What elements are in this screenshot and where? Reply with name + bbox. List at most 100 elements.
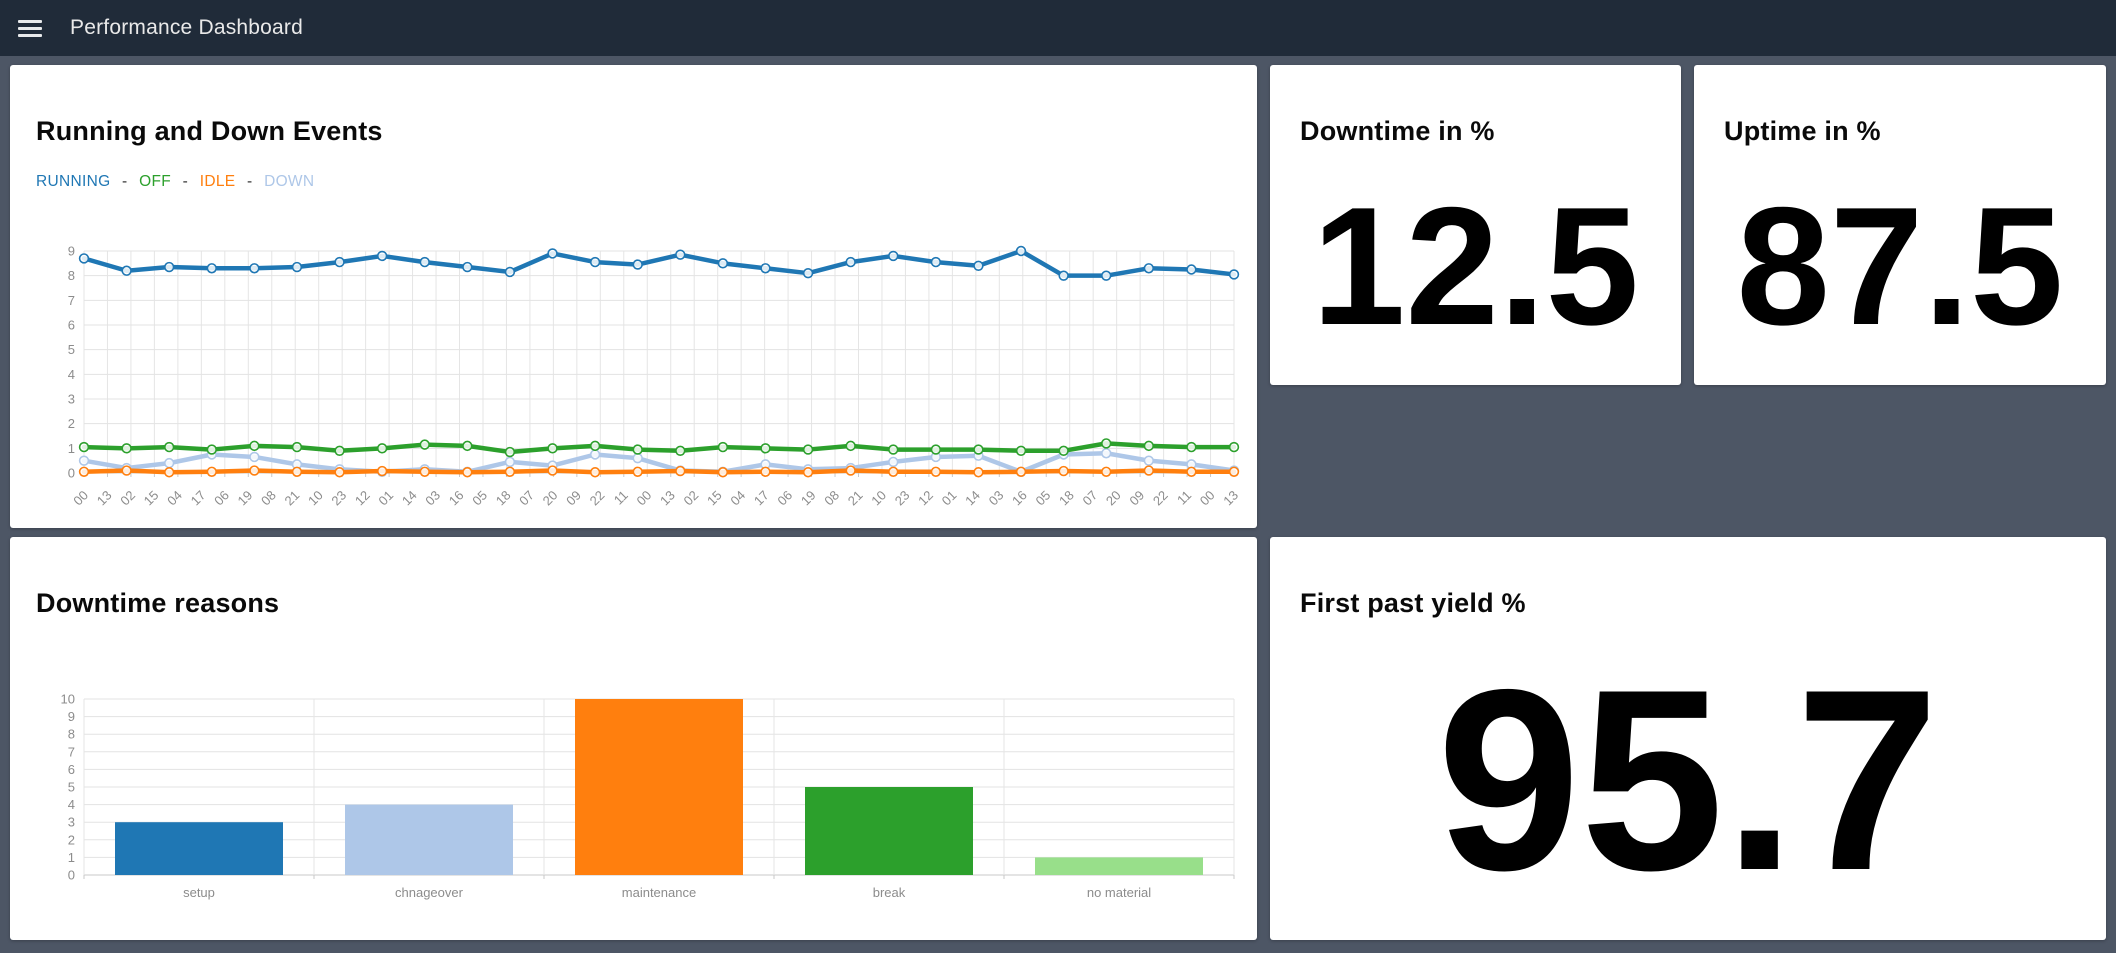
x-tick-label: 00 — [634, 488, 655, 509]
legend-item-down[interactable]: DOWN — [264, 173, 315, 191]
x-tick-label: 05 — [469, 488, 490, 509]
x-tick-label: 01 — [939, 488, 960, 509]
bar-break — [805, 787, 973, 876]
legend-item-off[interactable]: OFF — [139, 173, 172, 191]
x-tick-label: 02 — [117, 488, 138, 509]
uptime-percent-value: 87.5 — [1736, 172, 2064, 361]
downtime-percent-title: Downtime in % — [1300, 116, 1495, 146]
x-tick-label: 05 — [1033, 488, 1054, 509]
running-down-events-title: Running and Down Events — [36, 116, 383, 146]
x-tick-label: 20 — [1103, 488, 1124, 509]
x-tick-label: 02 — [680, 488, 701, 509]
x-tick-label: 03 — [422, 488, 443, 509]
x-tick-label: 21 — [845, 488, 866, 509]
y-tick-label: 4 — [68, 367, 75, 382]
series-running — [78, 246, 1240, 282]
x-tick-label: 14 — [962, 488, 983, 509]
x-tick-label: 08 — [258, 488, 279, 509]
downtime-reasons-title: Downtime reasons — [36, 588, 280, 618]
hamburger-menu-icon[interactable] — [18, 19, 42, 37]
first-past-yield-title: First past yield % — [1300, 588, 1526, 618]
app-title: Performance Dashboard — [70, 16, 303, 39]
x-tick-label: 06 — [774, 488, 795, 509]
x-tick-label: 19 — [235, 488, 256, 509]
y-tick-label: 8 — [68, 727, 75, 742]
category-label: chnageover — [395, 885, 464, 900]
x-tick-label: 14 — [399, 488, 420, 509]
y-tick-label: 0 — [68, 868, 75, 883]
y-tick-label: 2 — [68, 417, 75, 432]
x-tick-label: 09 — [563, 488, 584, 509]
downtime-percent-card: Downtime in % 12.5 — [1270, 65, 1681, 385]
legend-separator: - — [182, 173, 189, 191]
y-tick-label: 0 — [68, 466, 75, 481]
y-tick-label: 2 — [68, 833, 75, 848]
series-off — [78, 438, 1240, 458]
x-tick-label: 11 — [611, 488, 631, 508]
x-tick-label: 03 — [986, 488, 1007, 509]
x-tick-label: 13 — [657, 488, 678, 509]
y-tick-label: 9 — [68, 244, 75, 259]
x-tick-label: 16 — [446, 488, 467, 509]
x-tick-label: 15 — [141, 488, 162, 509]
top-navbar: Performance Dashboard — [0, 0, 2116, 56]
y-tick-label: 10 — [61, 692, 75, 707]
downtime-percent-value-wrap: 12.5 — [1300, 147, 1651, 385]
x-tick-label: 09 — [1126, 488, 1147, 509]
x-tick-label: 01 — [375, 488, 396, 509]
bar-maintenance — [575, 699, 743, 876]
dashboard-grid: Running and Down Events RUNNING - OFF - … — [0, 56, 2116, 953]
x-tick-label: 11 — [1174, 488, 1194, 508]
y-tick-label: 4 — [68, 797, 75, 812]
x-tick-label: 18 — [1056, 488, 1077, 509]
category-label: maintenance — [622, 885, 696, 900]
y-tick-label: 3 — [68, 815, 75, 830]
x-tick-label: 10 — [868, 488, 889, 509]
bar-setup — [115, 822, 283, 876]
line-chart-grid — [83, 250, 1235, 478]
y-tick-label: 5 — [68, 780, 75, 795]
y-tick-label: 3 — [68, 392, 75, 407]
y-tick-label: 6 — [68, 762, 75, 777]
y-tick-label: 9 — [68, 709, 75, 724]
first-past-yield-value: 95.7 — [1436, 634, 1940, 924]
x-tick-label: 13 — [1220, 488, 1240, 509]
bar-chnageover — [345, 804, 513, 876]
uptime-percent-card: Uptime in % 87.5 — [1694, 65, 2106, 385]
legend-item-running[interactable]: RUNNING — [36, 173, 111, 191]
x-tick-label: 15 — [704, 488, 725, 509]
x-tick-label: 22 — [587, 488, 608, 509]
legend-separator: - — [122, 173, 128, 191]
downtime-reasons-bar-chart[interactable]: 0 1 2 3 4 5 6 7 8 9 10 setup chnageover maintenance br… — [36, 687, 1240, 905]
x-tick-label: 04 — [164, 488, 185, 509]
x-tick-label: 00 — [70, 488, 91, 509]
category-label: setup — [183, 885, 215, 900]
x-tick-label: 07 — [516, 488, 537, 509]
x-tick-label: 12 — [352, 488, 373, 509]
x-tick-label: 21 — [282, 488, 303, 509]
y-tick-label: 6 — [68, 318, 75, 333]
running-down-events-card: Running and Down Events RUNNING - OFF - … — [10, 65, 1257, 528]
x-tick-label: 23 — [892, 488, 913, 509]
x-tick-label: 00 — [1197, 488, 1218, 509]
y-tick-label: 1 — [68, 850, 75, 865]
x-tick-label: 20 — [540, 488, 561, 509]
y-tick-label: 7 — [68, 293, 75, 308]
x-tick-label: 17 — [188, 488, 209, 509]
x-tick-label: 22 — [1150, 488, 1171, 509]
x-tick-label: 16 — [1009, 488, 1030, 509]
legend-separator: - — [247, 173, 253, 191]
y-tick-label: 1 — [68, 441, 75, 456]
x-tick-label: 04 — [727, 488, 748, 509]
y-tick-label: 7 — [68, 745, 75, 760]
legend-item-idle[interactable]: IDLE — [199, 173, 236, 191]
series-idle — [78, 465, 1240, 478]
chart-legend: RUNNING - OFF - IDLE - DOWN — [36, 173, 1231, 191]
y-tick-label: 5 — [68, 343, 75, 358]
x-tick-label: 23 — [328, 488, 349, 509]
x-tick-label: 10 — [305, 488, 326, 509]
category-label: break — [873, 885, 906, 900]
running-down-events-line-chart[interactable]: 00 13 02 15 04 17 06 19 08 21 10 23 12 01 14 03 16 05 18 07… — [36, 237, 1240, 513]
x-tick-label: 12 — [915, 488, 936, 509]
x-tick-label: 18 — [493, 488, 514, 509]
